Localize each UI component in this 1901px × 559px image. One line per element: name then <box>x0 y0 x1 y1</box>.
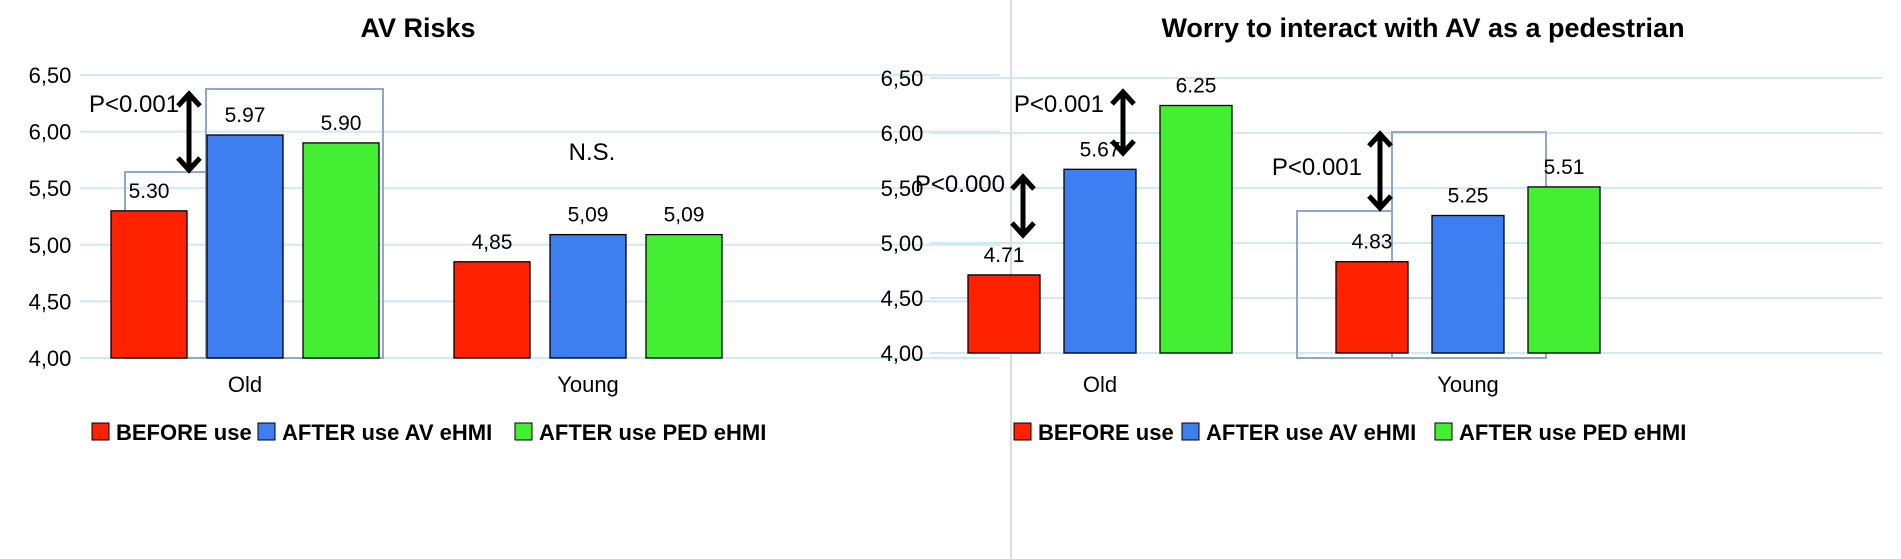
y-tick-label: 5,00 <box>29 233 72 258</box>
significance-arrow <box>1110 88 1136 157</box>
legend-item: AFTER use AV eHMI <box>257 420 492 445</box>
legend-item: BEFORE use <box>91 420 252 445</box>
x-category-label: Young <box>557 372 619 397</box>
legend-swatch <box>91 422 110 441</box>
x-category-label: Young <box>1437 372 1499 397</box>
x-category-label: Old <box>1083 372 1117 397</box>
data-label: 4,85 <box>472 231 513 254</box>
significance-label: P<0.001 <box>89 91 179 118</box>
y-tick-label: 4,50 <box>881 286 924 311</box>
significance-arrow <box>1010 173 1036 239</box>
bar-after-use-ped-ehmi-old <box>1159 104 1233 354</box>
y-tick-label: 5,00 <box>881 231 924 256</box>
bar-after-use-av-ehmi-young <box>549 233 627 359</box>
y-tick-label: 4,00 <box>881 341 924 366</box>
legend-swatch <box>514 422 533 441</box>
significance-arrow <box>1367 130 1393 212</box>
legend-label: AFTER use AV eHMI <box>282 420 492 445</box>
y-tick-label: 4,50 <box>29 289 72 314</box>
data-label: 5.30 <box>129 180 170 203</box>
chart-title: Worry to interact with AV as a pedestria… <box>1161 13 1684 43</box>
chart-av-risks: AV Risks 4,00 4,50 5,00 5,50 6,00 6,50 5.30 5.97… <box>29 13 1000 445</box>
legend-label: AFTER use AV eHMI <box>1206 420 1416 445</box>
legend-swatch <box>1181 422 1200 441</box>
y-tick-label: 5,50 <box>29 176 72 201</box>
bar-after-use-av-ehmi-young <box>1431 214 1505 354</box>
data-label: 4.71 <box>984 244 1025 267</box>
significance-label: P<0.000 <box>915 171 1005 198</box>
bar-before-use-old <box>110 210 188 359</box>
y-tick-label: 6,50 <box>29 63 72 88</box>
legend-label: AFTER use PED eHMI <box>539 420 766 445</box>
chart-worry-pedestrian: Worry to interact with AV as a pedestria… <box>881 13 1882 445</box>
legend-swatch <box>1013 422 1032 441</box>
y-tick-label: 5,50 <box>881 176 924 201</box>
data-label: 6.25 <box>1176 75 1217 98</box>
y-tick-label: 6,00 <box>881 121 924 146</box>
y-tick-label: 4,00 <box>29 346 72 371</box>
data-label: 5.90 <box>321 112 362 135</box>
bar-after-use-ped-ehmi-old <box>302 142 380 359</box>
data-label: 5.67 <box>1080 138 1121 161</box>
x-category-label: Old <box>228 372 262 397</box>
y-tick-label: 6,50 <box>881 66 924 91</box>
data-label: 5,09 <box>664 204 705 227</box>
bar-after-use-ped-ehmi-young <box>645 233 723 359</box>
data-label: 5.51 <box>1544 156 1585 179</box>
legend-swatch <box>257 422 276 441</box>
bar-before-use-old <box>967 274 1041 354</box>
data-label: 4.83 <box>1352 231 1393 254</box>
data-label: 5.97 <box>225 104 266 127</box>
bar-after-use-av-ehmi-old <box>1063 168 1137 354</box>
bar-before-use-young <box>1335 261 1409 354</box>
significance-arrow <box>176 90 202 174</box>
bar-before-use-young <box>453 261 531 359</box>
y-tick-label: 6,00 <box>29 120 72 145</box>
legend-item: AFTER use PED eHMI <box>514 420 766 445</box>
bar-after-use-ped-ehmi-young <box>1527 186 1601 354</box>
legend-item: BEFORE use <box>1013 420 1174 445</box>
chart-title: AV Risks <box>360 13 475 43</box>
legend-label: BEFORE use <box>1038 420 1174 445</box>
highlight-box <box>205 88 384 359</box>
significance-label: N.S. <box>569 139 616 166</box>
data-label: 5,09 <box>568 204 609 227</box>
data-label: 5.25 <box>1448 185 1489 208</box>
legend-label: AFTER use PED eHMI <box>1459 420 1686 445</box>
legend-item: AFTER use AV eHMI <box>1181 420 1416 445</box>
legend-label: BEFORE use <box>116 420 252 445</box>
legend-item: AFTER use PED eHMI <box>1434 420 1686 445</box>
significance-label: P<0.001 <box>1014 91 1104 118</box>
significance-label: P<0.001 <box>1272 154 1362 181</box>
bar-after-use-av-ehmi-old <box>206 134 284 359</box>
legend-swatch <box>1434 422 1453 441</box>
